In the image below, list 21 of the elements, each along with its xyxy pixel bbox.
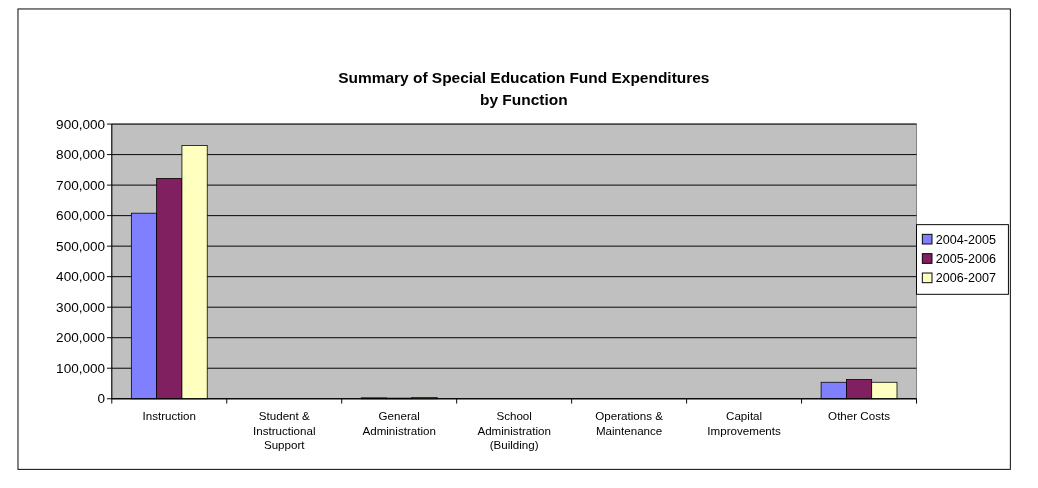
y-tick-label: 600,000 bbox=[56, 208, 106, 224]
y-tick-label: 0 bbox=[97, 391, 106, 407]
y-tick-label: 500,000 bbox=[56, 238, 106, 254]
x-tick-label: Capital Improvements bbox=[707, 409, 782, 437]
x-tick-label: General Administration bbox=[362, 409, 436, 437]
y-tick-label: 100,000 bbox=[56, 360, 106, 376]
y-tick-label: 400,000 bbox=[56, 269, 106, 285]
legend-label: 2004-2005 bbox=[935, 232, 996, 247]
legend-label: 2005-2006 bbox=[935, 251, 996, 266]
y-tick-label: 700,000 bbox=[56, 177, 106, 193]
y-tick-label: 900,000 bbox=[56, 116, 106, 132]
x-tick-label: Operations & Maintenance bbox=[595, 409, 664, 437]
legend-label: 2006-2007 bbox=[935, 271, 996, 286]
x-tick-label: Student & Instructional Support bbox=[252, 409, 316, 452]
y-tick-label: 200,000 bbox=[56, 330, 106, 346]
y-tick-label: 300,000 bbox=[56, 299, 106, 315]
x-tick-label: Instruction bbox=[142, 409, 197, 423]
x-tick-label: School Administration (Building) bbox=[477, 409, 551, 452]
chart-title: Summary of Special Education Fund Expenditures by Function bbox=[338, 69, 710, 108]
y-tick-label: 800,000 bbox=[56, 147, 106, 163]
x-tick-label: Other Costs bbox=[828, 409, 891, 423]
